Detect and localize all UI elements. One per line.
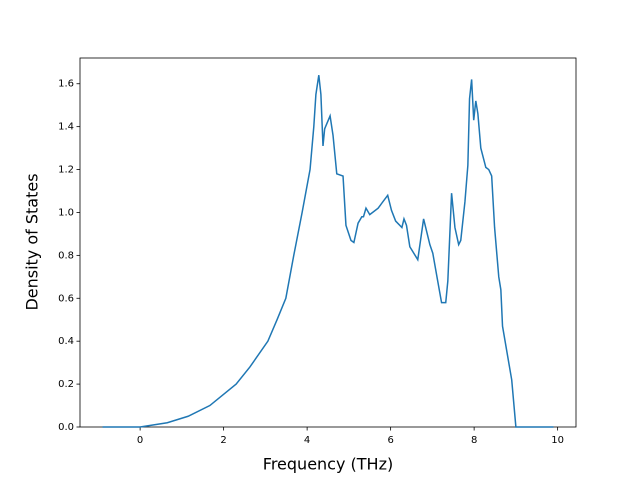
x-tick-label: 6 bbox=[387, 435, 393, 446]
y-axis-label: Density of States bbox=[23, 173, 42, 310]
y-tick-label: 0.6 bbox=[58, 293, 74, 304]
plot-frame bbox=[79, 57, 577, 428]
y-tick-label: 0.0 bbox=[58, 422, 74, 433]
y-tick-label: 1.2 bbox=[58, 165, 74, 176]
y-tick-label: 0.2 bbox=[58, 379, 74, 390]
y-tick-label: 1.0 bbox=[58, 207, 74, 218]
y-tick-label: 1.6 bbox=[58, 79, 74, 90]
y-tick-label: 0.4 bbox=[58, 336, 74, 347]
y-tick-label: 1.4 bbox=[58, 122, 74, 133]
x-axis-label: Frequency (THz) bbox=[263, 455, 393, 474]
x-tick-label: 0 bbox=[137, 435, 143, 446]
y-tick-label: 0.8 bbox=[58, 250, 74, 261]
x-tick-label: 2 bbox=[220, 435, 226, 446]
x-tick-label: 10 bbox=[551, 435, 564, 446]
line-series bbox=[102, 75, 554, 428]
x-tick-label: 8 bbox=[471, 435, 477, 446]
x-tick-label: 4 bbox=[304, 435, 310, 446]
